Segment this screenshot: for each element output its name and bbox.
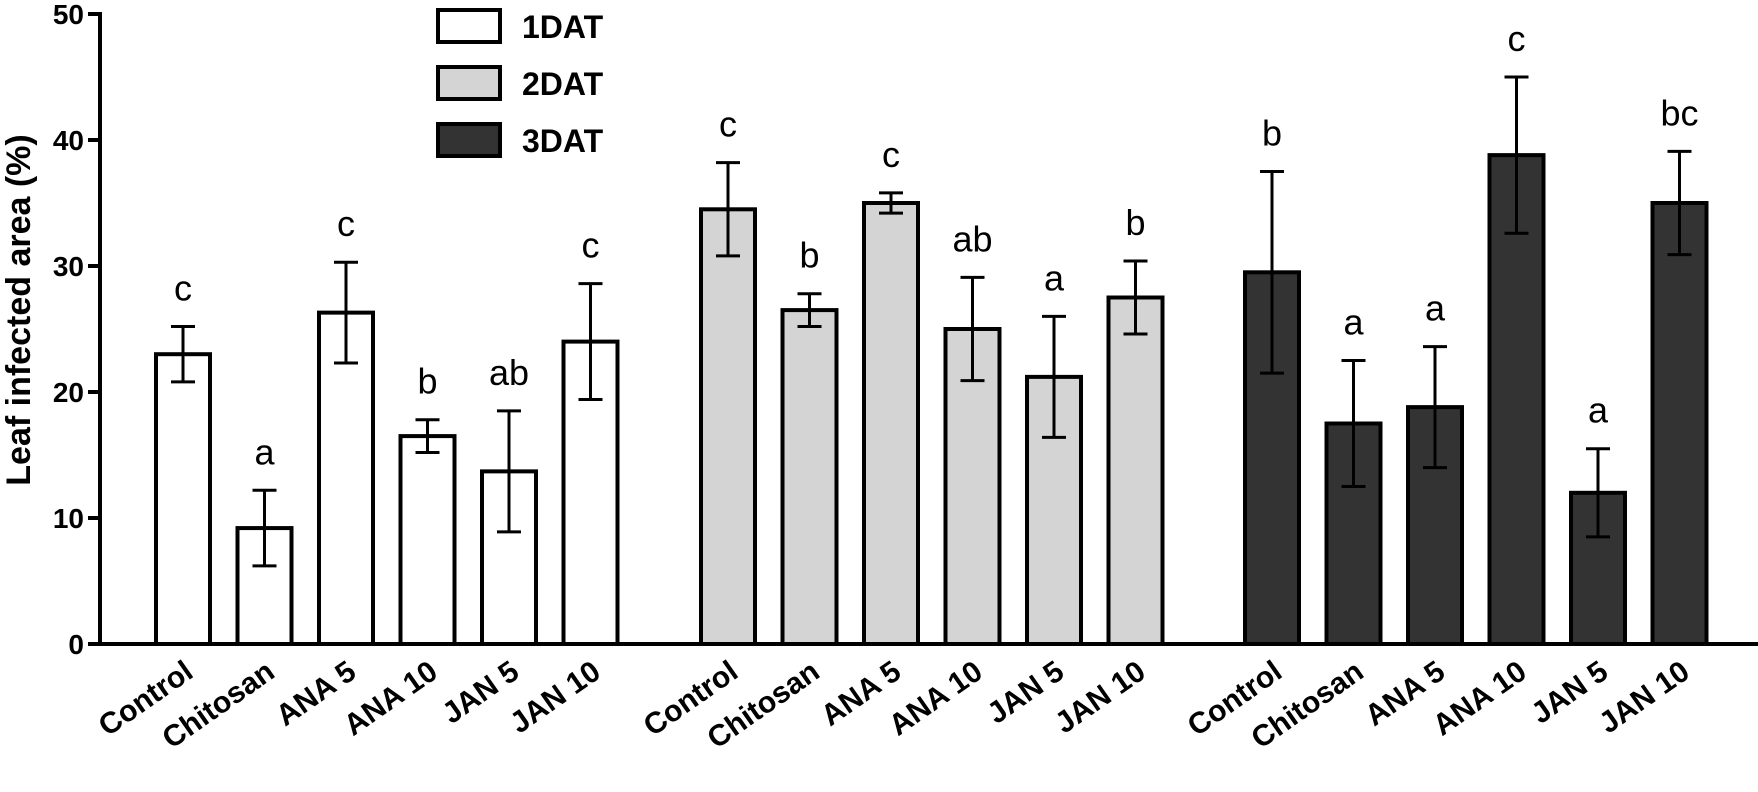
y-tick-label: 10 — [53, 503, 84, 534]
bar — [561, 339, 620, 646]
y-tick-label: 50 — [53, 0, 84, 30]
significance-letter: b — [1262, 113, 1282, 154]
error-bar — [1423, 345, 1447, 470]
x-tick-label: JAN 10 — [1593, 655, 1695, 740]
bar — [862, 201, 920, 646]
y-tick-label: 20 — [53, 377, 84, 408]
significance-letter: ab — [489, 352, 529, 393]
bars-layer — [154, 153, 1709, 647]
significance-letter: a — [1588, 390, 1609, 431]
error-bar — [1341, 359, 1366, 488]
error-bar — [1260, 170, 1284, 375]
bar — [1487, 153, 1546, 646]
error-bar — [1586, 447, 1610, 539]
significance-letter: b — [799, 235, 819, 276]
error-bar — [1042, 314, 1066, 439]
significance-letter: bc — [1660, 92, 1698, 133]
bar — [398, 434, 457, 646]
x-tick-label: JAN 10 — [1049, 655, 1151, 740]
y-tick-label: 30 — [53, 251, 84, 282]
bar — [154, 352, 212, 646]
legend-label: 3DAT — [522, 123, 604, 159]
error-bar — [797, 292, 822, 328]
significance-letter: a — [254, 431, 275, 472]
error-bar — [578, 282, 603, 402]
error-bar — [171, 324, 195, 384]
error-bar — [960, 275, 985, 383]
significance-letter: c — [174, 267, 192, 308]
significance-letter: b — [1125, 202, 1145, 243]
y-tick-label: 40 — [53, 125, 84, 156]
error-bars-layer — [171, 75, 1692, 568]
x-tick-label: ANA 10 — [338, 655, 443, 743]
significance-letter: c — [582, 225, 600, 266]
bar — [1650, 201, 1709, 646]
y-axis-title: Leaf infected area (%) — [0, 134, 38, 485]
y-tick-label: 0 — [68, 629, 84, 660]
legend-swatch — [436, 65, 502, 101]
significance-letter: c — [1508, 18, 1526, 59]
x-tick-label: ANA 10 — [1427, 655, 1532, 743]
significance-letter: a — [1044, 257, 1065, 298]
error-bar — [497, 409, 521, 534]
error-bar — [879, 191, 903, 215]
error-bar — [1504, 75, 1529, 235]
legend: 1DAT 2DAT 3DAT — [436, 8, 604, 159]
significance-letter: ab — [952, 218, 992, 259]
error-bar — [1123, 259, 1148, 336]
error-bar — [415, 418, 440, 454]
error-bar — [252, 488, 277, 568]
legend-label: 1DAT — [522, 9, 604, 45]
error-bar — [334, 260, 358, 365]
legend-label: 2DAT — [522, 66, 604, 102]
significance-letter: c — [337, 203, 355, 244]
significance-letter: c — [882, 134, 900, 175]
significance-letter: a — [1343, 302, 1364, 343]
significance-letter: c — [719, 104, 737, 145]
x-tick-label: ANA 10 — [883, 655, 988, 743]
x-tick-label: JAN 10 — [504, 655, 606, 740]
bar — [699, 207, 757, 647]
error-bar — [716, 161, 740, 258]
bar — [780, 308, 839, 646]
bar — [1106, 295, 1165, 646]
legend-swatch — [436, 122, 502, 158]
error-bar — [1667, 149, 1692, 257]
legend-swatch — [436, 8, 502, 44]
significance-letter: a — [1425, 288, 1446, 329]
significance-letter: b — [417, 361, 437, 402]
